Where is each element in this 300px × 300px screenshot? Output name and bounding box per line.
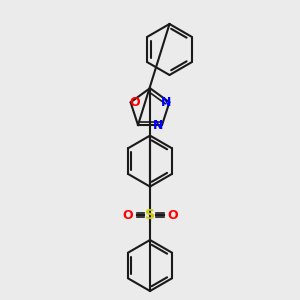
Text: S: S xyxy=(145,208,155,222)
Text: N: N xyxy=(160,96,171,109)
Text: O: O xyxy=(122,208,133,222)
Text: O: O xyxy=(167,208,178,222)
Text: O: O xyxy=(129,96,140,109)
Text: N: N xyxy=(153,118,164,132)
